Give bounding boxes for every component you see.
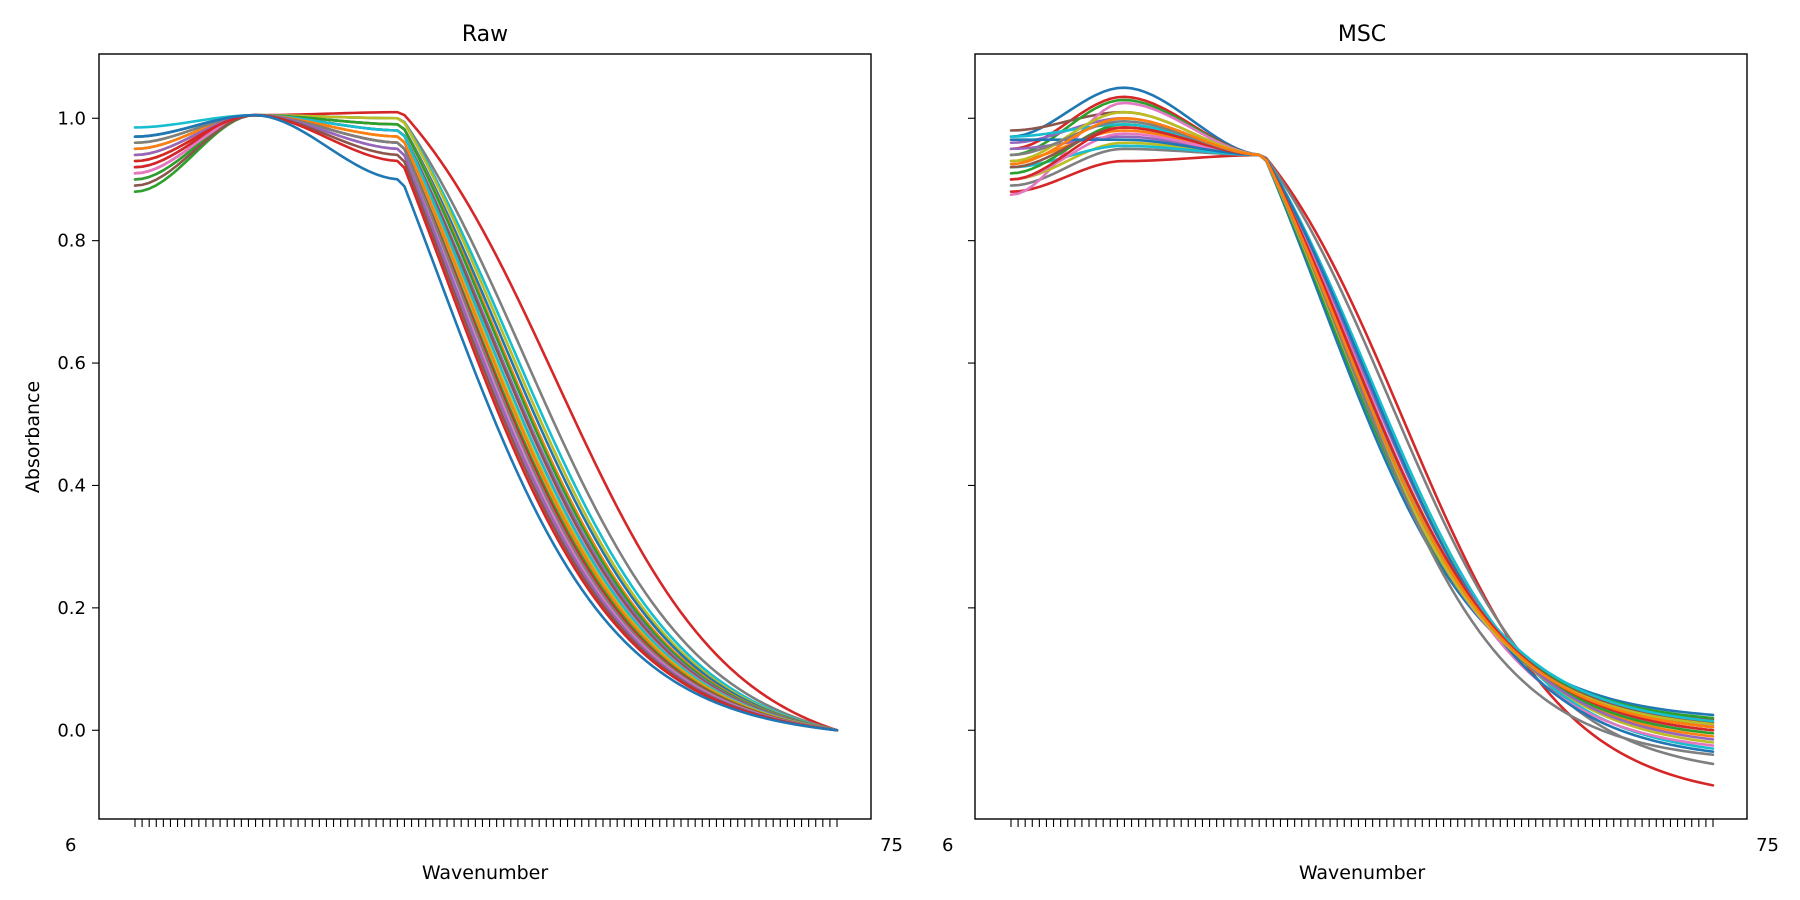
raw-series-line bbox=[133, 113, 839, 732]
msc-series-line bbox=[1009, 126, 1715, 732]
raw-ytick-label: 0.6 bbox=[57, 353, 86, 374]
raw-series-line bbox=[133, 113, 839, 732]
msc-series-line bbox=[1009, 120, 1715, 757]
raw-series-line bbox=[133, 113, 839, 732]
raw-xtick-first: 6 bbox=[65, 835, 76, 856]
raw-series-line bbox=[133, 113, 839, 732]
msc-series-line bbox=[1009, 123, 1715, 723]
msc-series-line bbox=[1009, 129, 1715, 738]
msc-series-line bbox=[1009, 126, 1715, 729]
raw-plot-frame bbox=[98, 53, 872, 820]
raw-series-line bbox=[133, 113, 839, 732]
raw-ytick-label: 0.0 bbox=[57, 720, 86, 741]
msc-series-line bbox=[1009, 132, 1715, 747]
raw-title: Raw bbox=[462, 22, 508, 47]
msc-series-line bbox=[1009, 141, 1715, 744]
msc-xticks bbox=[1010, 819, 1714, 827]
msc-series-line bbox=[1009, 98, 1715, 720]
msc-series-line bbox=[1009, 116, 1715, 732]
raw-series-line bbox=[133, 113, 839, 732]
raw-series-line bbox=[133, 113, 839, 732]
msc-series-line bbox=[1009, 110, 1715, 726]
raw-xticks bbox=[134, 819, 838, 827]
msc-series-line bbox=[1009, 116, 1715, 729]
raw-series-line bbox=[133, 113, 839, 732]
raw-ytick-label: 1.0 bbox=[57, 108, 86, 129]
msc-series-line bbox=[1009, 135, 1715, 741]
msc-panel: MSC Wavenumber 6 75 bbox=[942, 22, 1779, 884]
raw-series-line bbox=[133, 113, 839, 732]
raw-series-line bbox=[133, 113, 839, 732]
raw-xtick-last: 75 bbox=[880, 835, 903, 856]
raw-series-line bbox=[133, 113, 839, 732]
msc-lines bbox=[1009, 86, 1715, 787]
raw-series-line bbox=[133, 113, 839, 732]
raw-series-line bbox=[133, 113, 839, 732]
raw-xlabel: Wavenumber bbox=[422, 862, 548, 884]
raw-series-line bbox=[133, 113, 839, 732]
msc-series-line bbox=[1009, 110, 1715, 725]
raw-lines bbox=[133, 110, 839, 732]
raw-series-line bbox=[133, 110, 839, 732]
msc-xtick-first: 6 bbox=[942, 835, 953, 856]
msc-yticks bbox=[968, 117, 975, 731]
msc-series-line bbox=[1009, 101, 1715, 727]
raw-ytick-label: 0.4 bbox=[57, 475, 86, 496]
raw-ytick-label: 0.2 bbox=[57, 598, 86, 619]
msc-series-line bbox=[1009, 138, 1715, 753]
raw-series-line bbox=[133, 113, 839, 732]
raw-series-line bbox=[133, 113, 839, 732]
raw-series-line bbox=[133, 113, 839, 732]
raw-yticks: 0.0 0.2 0.4 0.6 0.8 1.0 bbox=[57, 108, 99, 741]
msc-xtick-last: 75 bbox=[1756, 835, 1779, 856]
raw-series-line bbox=[133, 113, 839, 732]
msc-series-line bbox=[1009, 153, 1715, 787]
msc-xlabel: Wavenumber bbox=[1299, 862, 1425, 884]
raw-ylabel: Absorbance bbox=[22, 381, 44, 493]
msc-series-line bbox=[1009, 144, 1715, 750]
msc-series-line bbox=[1009, 86, 1715, 717]
raw-panel: Raw Wavenumber Absorbance 6 75 0.0 0.2 0.4… bbox=[22, 22, 903, 884]
raw-series-line bbox=[133, 113, 839, 732]
msc-series-line bbox=[1009, 147, 1715, 766]
raw-ytick-label: 0.8 bbox=[57, 231, 86, 252]
raw-series-line bbox=[133, 113, 839, 732]
msc-title: MSC bbox=[1338, 22, 1386, 47]
msc-series-line bbox=[1009, 123, 1715, 735]
msc-plot-frame bbox=[974, 53, 1748, 820]
